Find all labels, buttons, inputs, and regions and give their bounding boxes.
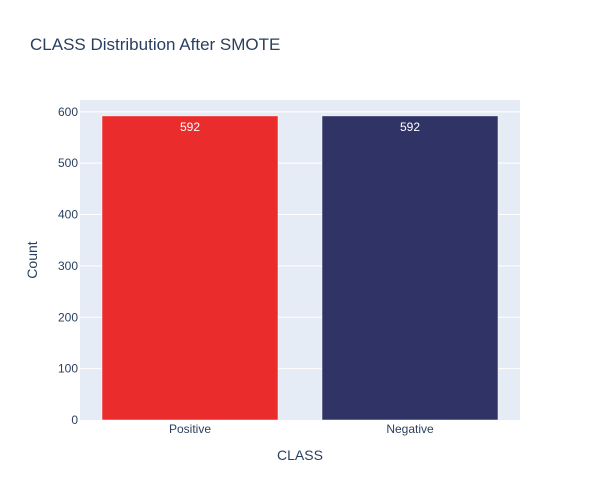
- y-tick-label: 0: [71, 413, 78, 427]
- y-tick-label: 200: [58, 310, 78, 324]
- bar-positive: [101, 115, 279, 421]
- y-tick-label: 500: [58, 156, 78, 170]
- data-label: 592: [400, 120, 420, 134]
- y-tick-label: 100: [58, 362, 78, 376]
- y-axis-ticks: 0 100 200 300 400 500 600: [58, 105, 78, 427]
- y-axis-title: Count: [24, 241, 40, 278]
- y-tick-label: 400: [58, 208, 78, 222]
- bars: [101, 115, 499, 421]
- y-tick-label: 300: [58, 259, 78, 273]
- x-tick-label: Positive: [169, 422, 211, 436]
- x-tick-label: Negative: [386, 422, 434, 436]
- bar-negative: [321, 115, 499, 421]
- y-tick-label: 600: [58, 105, 78, 119]
- data-labels: 592 592: [180, 120, 420, 134]
- x-axis-ticks: Positive Negative: [169, 422, 434, 436]
- chart-title: CLASS Distribution After SMOTE: [30, 35, 280, 54]
- data-label: 592: [180, 120, 200, 134]
- x-axis-title: CLASS: [277, 447, 323, 463]
